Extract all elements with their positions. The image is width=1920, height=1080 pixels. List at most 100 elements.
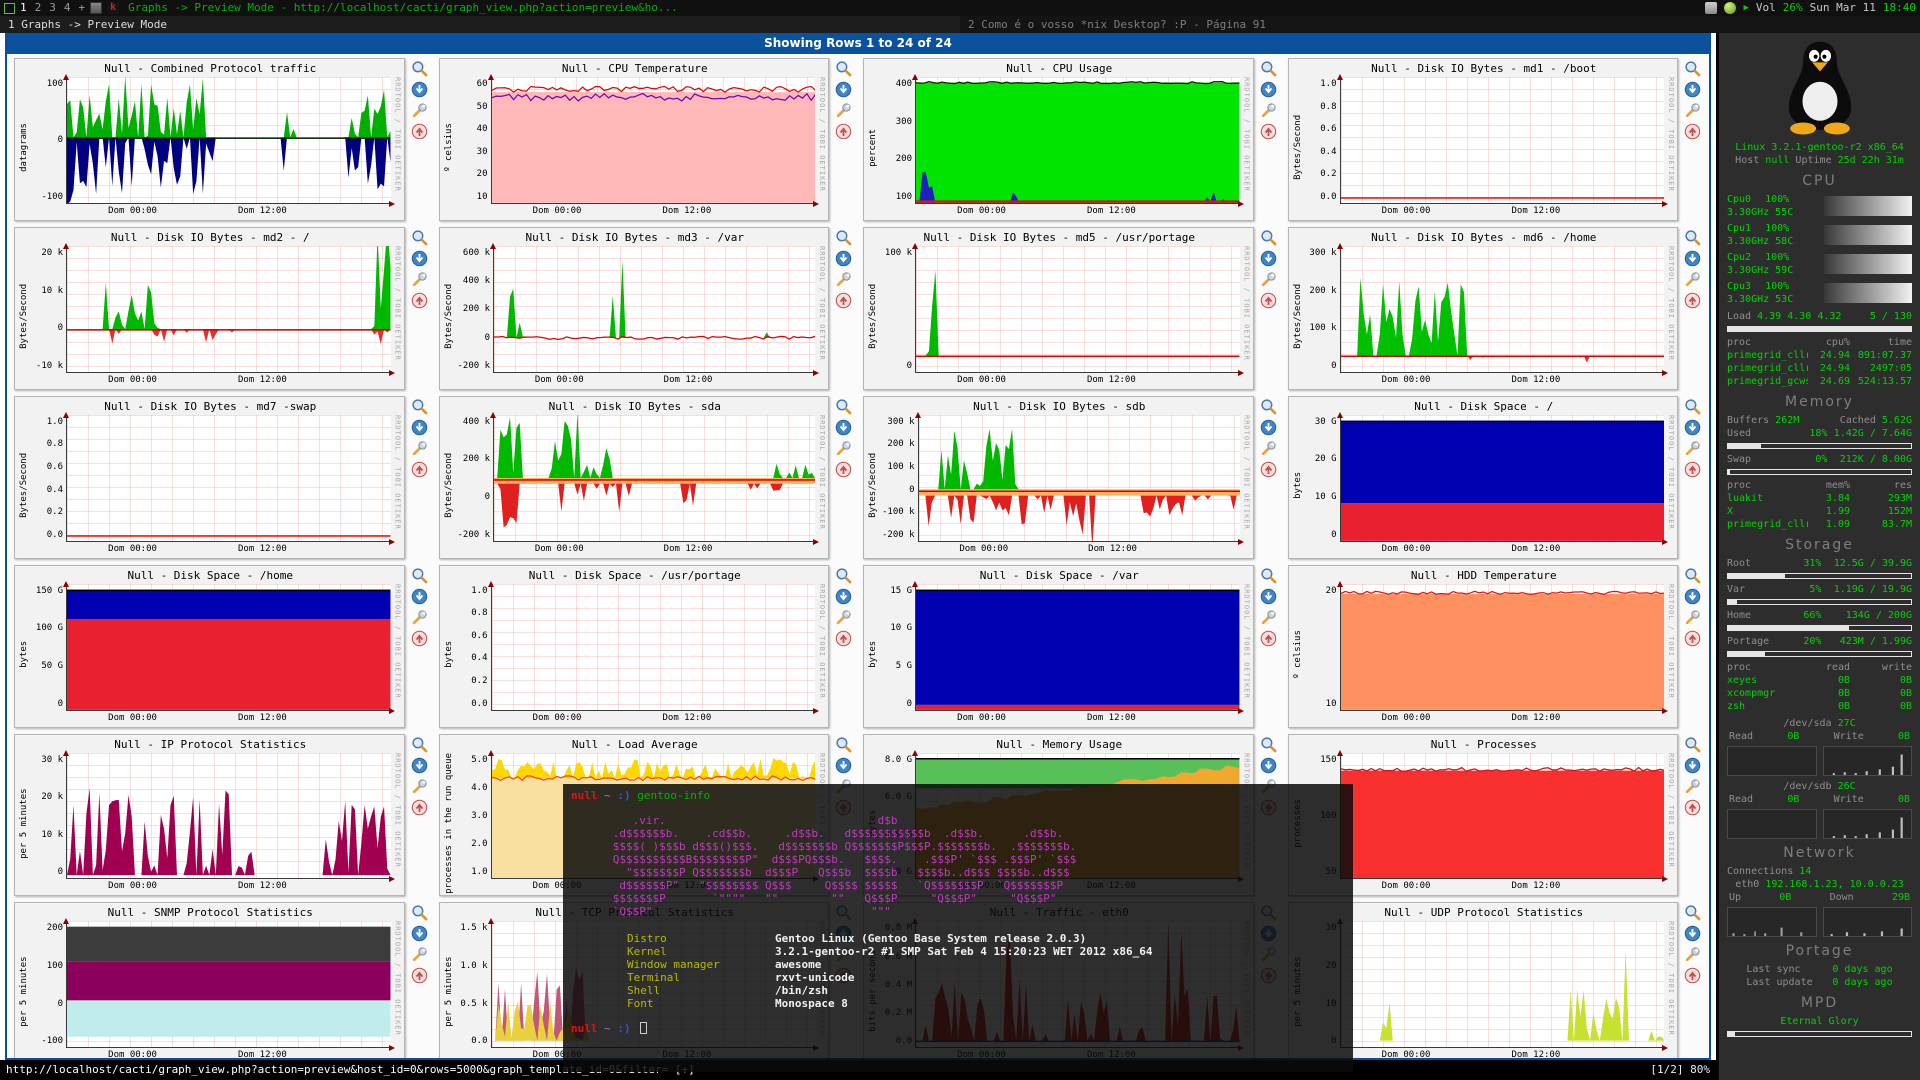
zoom-graph-icon[interactable]	[411, 398, 428, 415]
graph-panel[interactable]: Null - Disk Space - /usr/portage bytes 1.0…	[438, 564, 829, 728]
page-top-icon[interactable]	[411, 630, 428, 647]
page-top-icon[interactable]	[411, 967, 428, 984]
zoom-graph-icon[interactable]	[1260, 567, 1277, 584]
layout-box-icon[interactable]	[4, 2, 15, 14]
graph-source-icon[interactable]	[1684, 778, 1701, 795]
zoom-graph-icon[interactable]	[1260, 736, 1277, 753]
csv-export-icon[interactable]	[1260, 588, 1277, 605]
terminal-prompt-line[interactable]: null ~ :)	[571, 1022, 1345, 1035]
csv-export-icon[interactable]	[411, 81, 428, 98]
graph-source-icon[interactable]	[835, 609, 852, 626]
page-top-icon[interactable]	[1260, 123, 1277, 140]
zoom-graph-icon[interactable]	[1684, 904, 1701, 921]
graph-source-icon[interactable]	[411, 778, 428, 795]
zoom-graph-icon[interactable]	[411, 567, 428, 584]
zoom-graph-icon[interactable]	[1684, 567, 1701, 584]
csv-export-icon[interactable]	[1684, 419, 1701, 436]
page-top-icon[interactable]	[835, 123, 852, 140]
csv-export-icon[interactable]	[411, 250, 428, 267]
zoom-graph-icon[interactable]	[411, 904, 428, 921]
zoom-graph-icon[interactable]	[411, 736, 428, 753]
graph-panel[interactable]: Null - Disk IO Bytes - md6 - /home Bytes/…	[1287, 226, 1678, 390]
page-top-icon[interactable]	[1260, 630, 1277, 647]
page-top-icon[interactable]	[411, 123, 428, 140]
graph-source-icon[interactable]	[1684, 440, 1701, 457]
csv-export-icon[interactable]	[1684, 588, 1701, 605]
graph-panel[interactable]: Null - HDD Temperature º celsius 20 10 Dom 0…	[1287, 564, 1678, 728]
zoom-graph-icon[interactable]	[1260, 398, 1277, 415]
zoom-graph-icon[interactable]	[1260, 229, 1277, 246]
csv-export-icon[interactable]	[411, 419, 428, 436]
csv-export-icon[interactable]	[1684, 250, 1701, 267]
graph-panel[interactable]: Null - Disk IO Bytes - md3 - /var Bytes/S…	[438, 226, 829, 390]
csv-export-icon[interactable]	[411, 588, 428, 605]
csv-export-icon[interactable]	[835, 588, 852, 605]
tag-2[interactable]: 2	[34, 1, 42, 14]
zoom-graph-icon[interactable]	[835, 398, 852, 415]
zoom-graph-icon[interactable]	[1684, 229, 1701, 246]
page-top-icon[interactable]	[411, 292, 428, 309]
zoom-graph-icon[interactable]	[1684, 736, 1701, 753]
graph-panel[interactable]: Null - Disk IO Bytes - md7 -swap Bytes/Se…	[14, 395, 405, 559]
graph-source-icon[interactable]	[1260, 271, 1277, 288]
task-item-forum[interactable]: 2 Como é o vosso *nix Desktop? :P - Pági…	[968, 18, 1267, 31]
csv-export-icon[interactable]	[1260, 757, 1277, 774]
zoom-graph-icon[interactable]	[1684, 60, 1701, 77]
mpd-progress-bar[interactable]	[1727, 1031, 1912, 1037]
csv-export-icon[interactable]	[1260, 419, 1277, 436]
graph-source-icon[interactable]	[1260, 102, 1277, 119]
page-top-icon[interactable]	[835, 461, 852, 478]
graph-source-icon[interactable]	[835, 102, 852, 119]
graph-source-icon[interactable]	[411, 440, 428, 457]
zoom-graph-icon[interactable]	[411, 60, 428, 77]
zoom-graph-icon[interactable]	[411, 229, 428, 246]
graph-source-icon[interactable]	[1684, 946, 1701, 963]
page-top-icon[interactable]	[411, 461, 428, 478]
csv-export-icon[interactable]	[411, 757, 428, 774]
csv-export-icon[interactable]	[1684, 925, 1701, 942]
graph-panel[interactable]: Null - Processesprocesses15010050Dom 00:…	[1287, 733, 1678, 897]
csv-export-icon[interactable]	[1260, 250, 1277, 267]
csv-export-icon[interactable]	[835, 419, 852, 436]
update-tray-icon[interactable]	[1724, 2, 1737, 14]
page-top-icon[interactable]	[835, 292, 852, 309]
graph-panel[interactable]: Null - Disk IO Bytes - sdb Bytes/Second 30…	[863, 395, 1254, 559]
graph-panel[interactable]: Null - SNMP Protocol Statistics per 5 min…	[14, 902, 405, 1058]
zoom-graph-icon[interactable]	[835, 229, 852, 246]
printer-tray-icon[interactable]	[1705, 2, 1718, 14]
zoom-graph-icon[interactable]	[835, 60, 852, 77]
graph-source-icon[interactable]	[835, 271, 852, 288]
page-top-icon[interactable]	[1684, 630, 1701, 647]
play-icon[interactable]: ▶	[1743, 3, 1749, 13]
csv-export-icon[interactable]	[1684, 757, 1701, 774]
graph-source-icon[interactable]	[411, 609, 428, 626]
page-top-icon[interactable]	[1684, 123, 1701, 140]
page-top-icon[interactable]	[1684, 292, 1701, 309]
tag-+[interactable]: +	[78, 1, 86, 14]
graph-source-icon[interactable]	[1260, 609, 1277, 626]
terminal-window[interactable]: null ~ :) gentoo-info .vir. d$b .d$$$$$$…	[563, 784, 1353, 1072]
graph-source-icon[interactable]	[411, 271, 428, 288]
graph-source-icon[interactable]	[1684, 102, 1701, 119]
systray-pager-icon[interactable]	[90, 2, 103, 14]
luakit-app-icon[interactable]: k	[107, 2, 120, 14]
graph-panel[interactable]: Null - Disk Space - /home bytes 150 G 100 G…	[14, 564, 405, 728]
page-top-icon[interactable]	[1684, 799, 1701, 816]
graph-panel[interactable]: Null - Disk IO Bytes - md1 - /boot Bytes/…	[1287, 58, 1678, 221]
csv-export-icon[interactable]	[835, 250, 852, 267]
graph-panel[interactable]: Null - CPU Usage percent 400 300 200 100 Dom 0…	[863, 58, 1254, 221]
csv-export-icon[interactable]	[835, 81, 852, 98]
zoom-graph-icon[interactable]	[835, 567, 852, 584]
csv-export-icon[interactable]	[1684, 81, 1701, 98]
graph-source-icon[interactable]	[1260, 440, 1277, 457]
graph-panel[interactable]: Null - Disk IO Bytes - md5 - /usr/portag…	[863, 226, 1254, 390]
graph-panel[interactable]: Null - Disk IO Bytes - sda Bytes/Second 40…	[438, 395, 829, 559]
csv-export-icon[interactable]	[411, 925, 428, 942]
csv-export-icon[interactable]	[1260, 81, 1277, 98]
graph-panel[interactable]: Null - Disk Space - /var bytes 15 G 10 G 5 G…	[863, 564, 1254, 728]
task-item-graphs[interactable]: 1 Graphs -> Preview Mode	[0, 16, 960, 33]
tag-1[interactable]: 1	[20, 1, 27, 14]
zoom-graph-icon[interactable]	[1684, 398, 1701, 415]
page-top-icon[interactable]	[1684, 967, 1701, 984]
